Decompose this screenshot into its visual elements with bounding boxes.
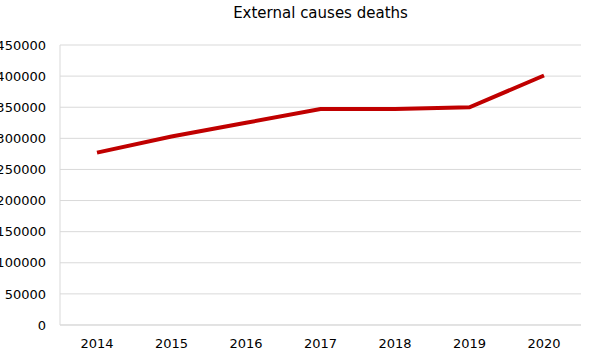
- svg-text:2018: 2018: [378, 336, 411, 351]
- svg-text:2015: 2015: [155, 336, 188, 351]
- svg-text:100000: 100000: [8, 255, 46, 270]
- svg-text:200000: 200000: [8, 193, 46, 208]
- svg-text:50000: 50000: [8, 287, 46, 302]
- svg-text:2017: 2017: [304, 336, 337, 351]
- svg-text:300000: 300000: [8, 131, 46, 146]
- svg-text:150000: 150000: [8, 224, 46, 239]
- svg-text:250000: 250000: [8, 162, 46, 177]
- svg-text:2016: 2016: [229, 336, 262, 351]
- html-text:External causes deaths: External causes deaths: [233, 4, 408, 22]
- svg-text:400000: 400000: [8, 69, 46, 84]
- svg-text:2019: 2019: [453, 336, 486, 351]
- svg-text:0: 0: [38, 318, 46, 333]
- svg-text:450000: 450000: [8, 38, 46, 53]
- svg-text:2020: 2020: [527, 336, 560, 351]
- svg-text:350000: 350000: [8, 100, 46, 115]
- svg-text:2014: 2014: [80, 336, 113, 351]
